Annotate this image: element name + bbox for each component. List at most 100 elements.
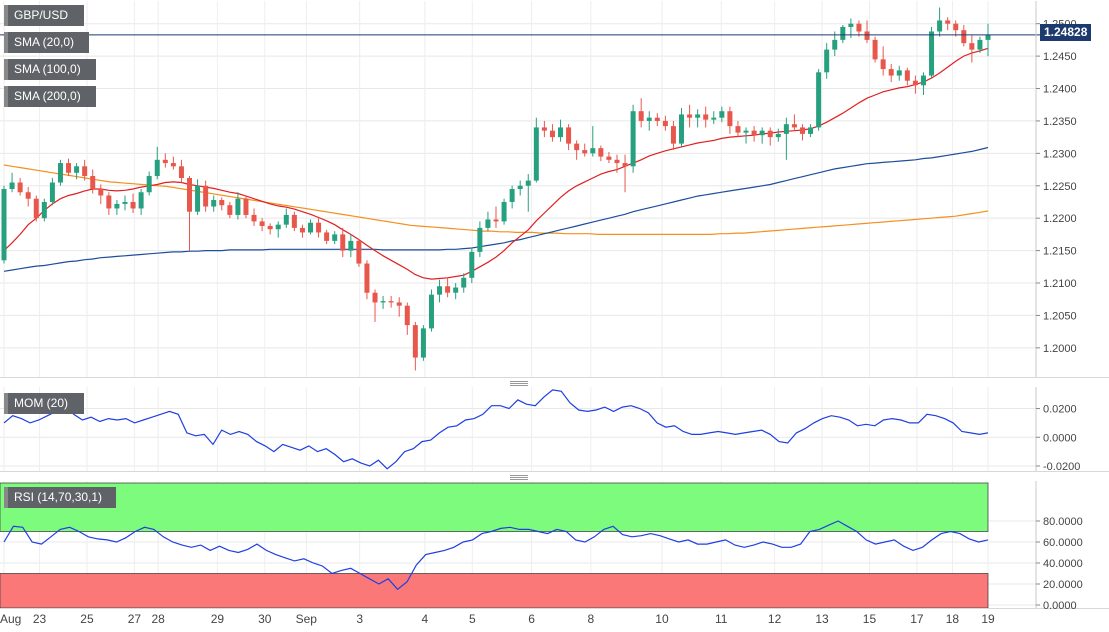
price-tick-label: 1.2300 [1043, 148, 1077, 160]
candle-up [711, 117, 717, 120]
candle-up [485, 219, 491, 228]
candle-down [187, 177, 193, 212]
panel-frames [0, 1, 1109, 609]
legend-gbpusd[interactable]: GBP/USD [4, 5, 84, 26]
candle-up [469, 251, 475, 278]
candle-up [517, 185, 523, 189]
mom-tick-label: 0.0000 [1043, 432, 1077, 444]
candle-down [638, 111, 644, 121]
candle-down [259, 221, 265, 226]
price-tick-label: 1.2150 [1043, 246, 1077, 258]
candle-up [114, 203, 120, 209]
candle-up [590, 148, 596, 154]
candle-down [493, 219, 499, 222]
candle-down [372, 292, 378, 303]
rsi-tick-label: 20.0000 [1043, 579, 1083, 591]
candle-up [509, 189, 515, 202]
candle-up [719, 111, 725, 118]
candle-up [695, 114, 701, 118]
candle-down [735, 126, 741, 133]
candle-up [840, 26, 846, 40]
candle-up [977, 39, 983, 50]
candle-up [937, 20, 943, 32]
candle-down [25, 192, 31, 199]
candle-up [679, 114, 685, 144]
candle-up [920, 75, 926, 86]
legend-sma-200[interactable]: SMA (200,0) [4, 86, 96, 107]
candle-up [477, 227, 483, 252]
candle-down [203, 185, 209, 207]
rsi-panel-resize-handle[interactable] [510, 475, 528, 480]
candle-up [9, 182, 15, 189]
price-tick-label: 1.2350 [1043, 116, 1077, 128]
candle-down [549, 130, 555, 138]
candle-down [598, 148, 604, 157]
x-tick-label: Aug [0, 612, 21, 626]
legend-sma-100[interactable]: SMA (100,0) [4, 59, 96, 80]
candle-down [340, 234, 346, 251]
x-tick-label: 10 [655, 612, 669, 626]
rsi-path [3, 520, 989, 591]
candle-up [195, 185, 201, 212]
candle-up [808, 127, 814, 134]
candle-down [606, 156, 612, 160]
rsi-tick-label: 0.0000 [1043, 600, 1077, 612]
candle-down [912, 80, 918, 86]
x-tick-label: 5 [469, 612, 476, 626]
candle-up [630, 111, 636, 167]
candle-down [291, 214, 297, 228]
candle-down [162, 159, 168, 164]
x-tick-label: 12 [768, 612, 782, 626]
candle-down [864, 31, 870, 40]
candle-down [582, 150, 588, 154]
candle-up [533, 127, 539, 181]
candle-up [49, 182, 55, 202]
candle-down [170, 163, 176, 167]
candle-up [743, 130, 749, 133]
candle-down [703, 114, 709, 120]
candle-up [525, 180, 531, 186]
x-tick-label: Sep [296, 612, 318, 626]
rsi-oversold-zone [0, 573, 989, 609]
candle-down [751, 130, 757, 136]
x-tick-label: 28 [151, 612, 165, 626]
candle-down [178, 166, 184, 178]
legend-rsi[interactable]: RSI (14,70,30,1) [4, 487, 116, 508]
rsi-line [3, 520, 989, 591]
candle-down [33, 198, 39, 219]
candle-down [945, 20, 951, 24]
candle-down [388, 301, 394, 303]
candle-up [1, 189, 7, 261]
rsi-zones [0, 482, 989, 609]
candle-up [380, 301, 386, 303]
x-tick-label: 23 [33, 612, 47, 626]
candle-up [816, 72, 822, 128]
candle-down [961, 30, 967, 44]
candle-up [558, 127, 564, 138]
mom-line [3, 389, 989, 470]
price-tick-label: 1.2400 [1043, 84, 1077, 96]
mom-tick-label: -0.0200 [1043, 461, 1080, 473]
candle-up [896, 70, 902, 76]
candle-up [348, 240, 354, 251]
candle-up [832, 39, 838, 50]
sma-200-path [3, 164, 989, 235]
candle-down [267, 225, 273, 230]
candle-up [138, 192, 144, 209]
candle-down [243, 198, 249, 215]
mom-panel-resize-handle[interactable] [510, 381, 528, 386]
candle-down [251, 214, 257, 222]
legend-sma-20[interactable]: SMA (20,0) [4, 32, 89, 53]
price-tick-label: 1.2100 [1043, 278, 1077, 290]
candle-down [953, 23, 959, 31]
candle-down [227, 205, 233, 215]
candle-down [888, 69, 894, 76]
price-tick-label: 1.2050 [1043, 310, 1077, 322]
candle-up [428, 294, 434, 329]
legend-mom[interactable]: MOM (20) [4, 393, 84, 414]
candle-up [41, 201, 47, 219]
candle-down [98, 189, 104, 196]
x-tick-label: 6 [528, 612, 535, 626]
candle-up [211, 200, 217, 207]
